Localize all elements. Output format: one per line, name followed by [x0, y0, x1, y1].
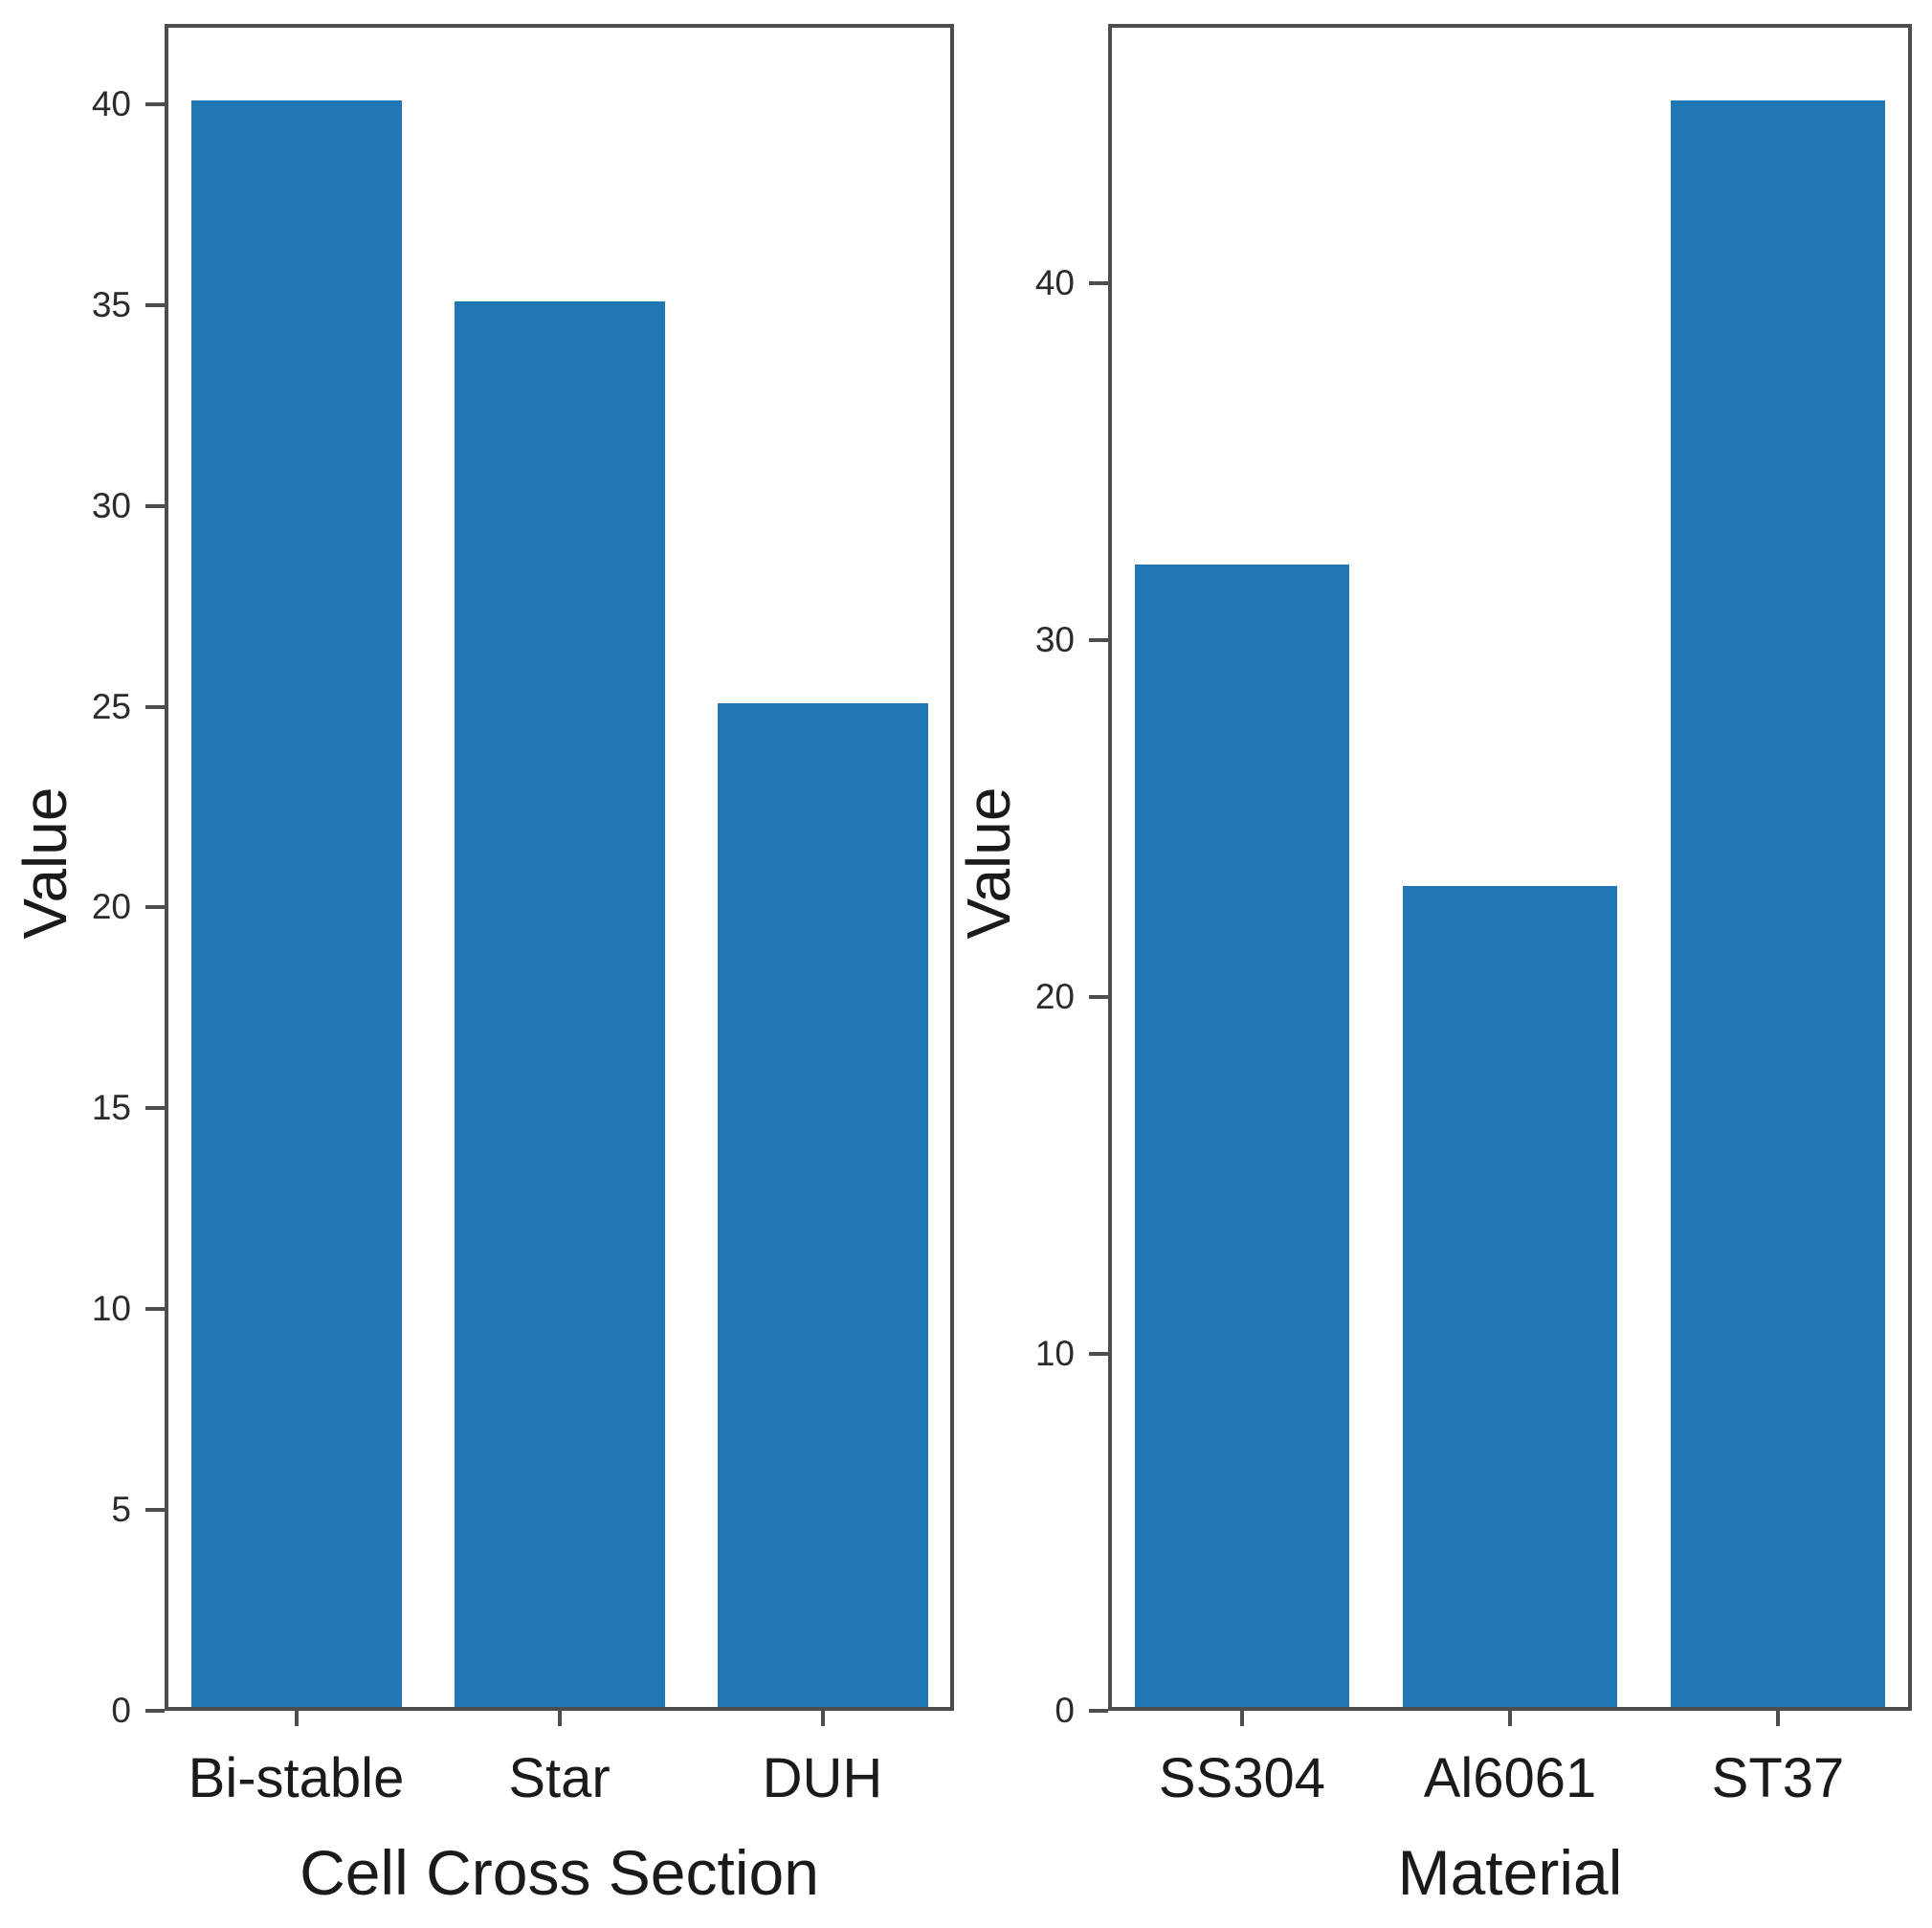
y-tick-label: 0	[111, 1691, 131, 1730]
y-tick-label: 15	[91, 1088, 131, 1128]
y-tick-label: 25	[91, 686, 131, 726]
y-tick-mark	[1089, 637, 1108, 642]
y-tick-label: 20	[1034, 976, 1075, 1016]
y-tick-mark	[145, 1307, 165, 1312]
y-tick-label: 40	[1034, 262, 1075, 302]
x-tick-mark	[294, 1711, 299, 1726]
y-axis-title: Value	[954, 787, 1023, 939]
bar-ss304	[1135, 565, 1349, 1707]
bar-st37	[1671, 100, 1885, 1707]
y-tick-mark	[145, 503, 165, 508]
bar-duh	[717, 703, 928, 1707]
y-tick-mark	[145, 1508, 165, 1513]
y-tick-label: 20	[91, 887, 131, 927]
y-tick-mark	[1089, 1351, 1108, 1356]
bar-bi-stable	[190, 100, 402, 1707]
x-axis-title: Material	[1397, 1837, 1623, 1908]
y-tick-label: 5	[111, 1490, 131, 1530]
y-tick-label: 30	[91, 485, 131, 525]
y-tick-mark	[145, 101, 165, 106]
y-tick-label: 30	[1034, 619, 1075, 659]
y-tick-mark	[145, 1106, 165, 1111]
y-tick-mark	[145, 704, 165, 709]
x-tick-label: Star	[508, 1747, 611, 1809]
x-tick-mark	[1240, 1711, 1244, 1726]
y-tick-mark	[145, 1709, 165, 1713]
x-tick-label: Al6061	[1423, 1747, 1597, 1809]
x-tick-mark	[557, 1711, 562, 1726]
x-axis-title: Cell Cross Section	[300, 1837, 819, 1908]
x-tick-label: ST37	[1711, 1747, 1845, 1809]
bar-star	[454, 301, 665, 1707]
x-tick-mark	[820, 1711, 825, 1726]
y-tick-mark	[145, 905, 165, 910]
y-tick-mark	[1089, 1709, 1108, 1713]
y-tick-label: 10	[1034, 1333, 1075, 1373]
plot-area	[165, 24, 954, 1711]
x-tick-mark	[1508, 1711, 1512, 1726]
bar-al6061	[1403, 886, 1617, 1707]
y-tick-mark	[1089, 994, 1108, 999]
x-tick-label: Bi-stable	[188, 1747, 405, 1809]
y-tick-label: 40	[91, 83, 131, 123]
x-tick-mark	[1776, 1711, 1780, 1726]
y-tick-label: 10	[91, 1289, 131, 1329]
y-tick-label: 35	[91, 284, 131, 324]
x-tick-label: SS304	[1158, 1747, 1326, 1809]
y-tick-mark	[1089, 280, 1108, 285]
y-tick-label: 0	[1055, 1691, 1075, 1730]
plot-area	[1108, 24, 1912, 1711]
x-tick-label: DUH	[762, 1747, 883, 1809]
y-tick-mark	[145, 302, 165, 307]
